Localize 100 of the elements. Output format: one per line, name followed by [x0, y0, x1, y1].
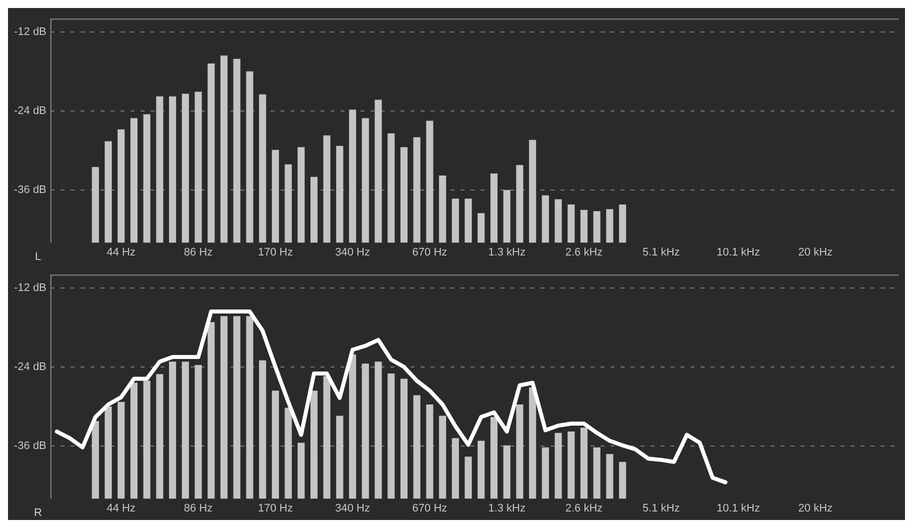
- bar: [284, 408, 292, 499]
- bar: [542, 195, 549, 243]
- bar: [349, 354, 356, 499]
- x-tick-label: 44 Hz: [106, 246, 136, 258]
- bar: [568, 204, 575, 243]
- bar: [388, 133, 395, 243]
- x-tick-label: 1.3 kHz: [488, 502, 526, 514]
- x-tick-label: 340 Hz: [335, 246, 370, 258]
- bar: [554, 432, 562, 499]
- bar: [542, 447, 549, 499]
- bar: [336, 146, 344, 243]
- bar: [452, 438, 459, 499]
- bar: [503, 445, 510, 499]
- bar: [233, 58, 240, 243]
- bar: [156, 96, 164, 243]
- x-tick-label: 5.1 kHz: [642, 246, 680, 258]
- bar: [259, 94, 266, 243]
- bar: [606, 454, 614, 499]
- text: L: [34, 250, 42, 263]
- bar: [182, 362, 189, 499]
- bar: [272, 390, 279, 499]
- bar: [92, 420, 99, 499]
- bar: [516, 404, 524, 499]
- y-tick-label: -12 dB: [14, 282, 46, 294]
- bar: [503, 190, 510, 243]
- x-tick-label: 5.1 kHz: [642, 502, 680, 514]
- bar: [118, 402, 125, 499]
- x-tick-label: 670 Hz: [412, 246, 448, 258]
- bar: [529, 387, 536, 499]
- bar: [169, 362, 176, 499]
- bar: [92, 166, 99, 243]
- bar: [310, 176, 318, 243]
- bar: [323, 376, 330, 499]
- bar: [400, 147, 408, 243]
- bar: [298, 442, 305, 499]
- bar: [439, 176, 446, 243]
- x-tick-label: 10.1 kHz: [716, 246, 760, 258]
- x-tick-label: 20 kHz: [798, 502, 833, 514]
- bar: [580, 210, 588, 243]
- text: R: [34, 506, 42, 519]
- bar: [362, 118, 369, 243]
- bar: [516, 164, 524, 243]
- x-tick-label: 20 kHz: [798, 246, 833, 258]
- bar: [194, 92, 202, 243]
- y-tick-label: -12 dB: [14, 26, 46, 38]
- bar: [452, 198, 459, 243]
- bar: [182, 94, 189, 243]
- bar: [143, 114, 150, 243]
- bar: [130, 382, 138, 499]
- x-tick-label: 2.6 kHz: [565, 502, 603, 514]
- bar: [439, 416, 446, 499]
- bar: [349, 110, 356, 243]
- bar: [284, 164, 292, 243]
- x-tick-label: 170 Hz: [258, 246, 293, 258]
- x-tick-label: 86 Hz: [184, 502, 213, 514]
- bar: [143, 380, 150, 499]
- bar: [478, 440, 485, 499]
- bar: [593, 211, 600, 243]
- x-tick-label: 670 Hz: [412, 502, 448, 514]
- x-tick-label: 340 Hz: [335, 502, 370, 514]
- bar: [336, 416, 344, 499]
- bar: [220, 316, 228, 499]
- bar: [478, 213, 485, 243]
- bar: [568, 432, 575, 499]
- bar: [374, 362, 382, 499]
- bar: [118, 129, 125, 243]
- bar: [374, 100, 382, 243]
- bar: [323, 135, 330, 243]
- y-tick-label: -24 dB: [14, 360, 46, 373]
- bar: [529, 140, 536, 243]
- bar: [208, 322, 215, 499]
- bar: [426, 404, 434, 499]
- bar: [593, 447, 600, 499]
- bar: [169, 96, 176, 243]
- bar: [490, 174, 498, 243]
- bar: [554, 199, 562, 243]
- bar: [194, 364, 202, 499]
- x-tick-label: 2.6 kHz: [565, 246, 603, 258]
- bar: [272, 150, 279, 243]
- bar: [580, 428, 588, 499]
- bar: [310, 390, 318, 499]
- bar: [426, 120, 434, 243]
- bar: [220, 56, 228, 243]
- x-tick-label: 86 Hz: [184, 246, 213, 258]
- bar: [259, 360, 266, 499]
- x-tick-label: 44 Hz: [106, 502, 136, 514]
- x-tick-label: 1.3 kHz: [488, 246, 526, 258]
- bar: [362, 364, 369, 499]
- bar: [104, 141, 112, 243]
- bar: [130, 118, 138, 243]
- bar: [413, 395, 420, 499]
- bar: [400, 378, 408, 499]
- bar: [464, 456, 472, 499]
- bar: [388, 374, 395, 499]
- bar: [246, 316, 254, 499]
- bar: [619, 204, 626, 243]
- y-tick-label: -36 dB: [14, 440, 46, 452]
- x-tick-label: 10.1 kHz: [716, 502, 760, 514]
- x-tick-label: 170 Hz: [258, 502, 293, 514]
- bar: [606, 209, 614, 243]
